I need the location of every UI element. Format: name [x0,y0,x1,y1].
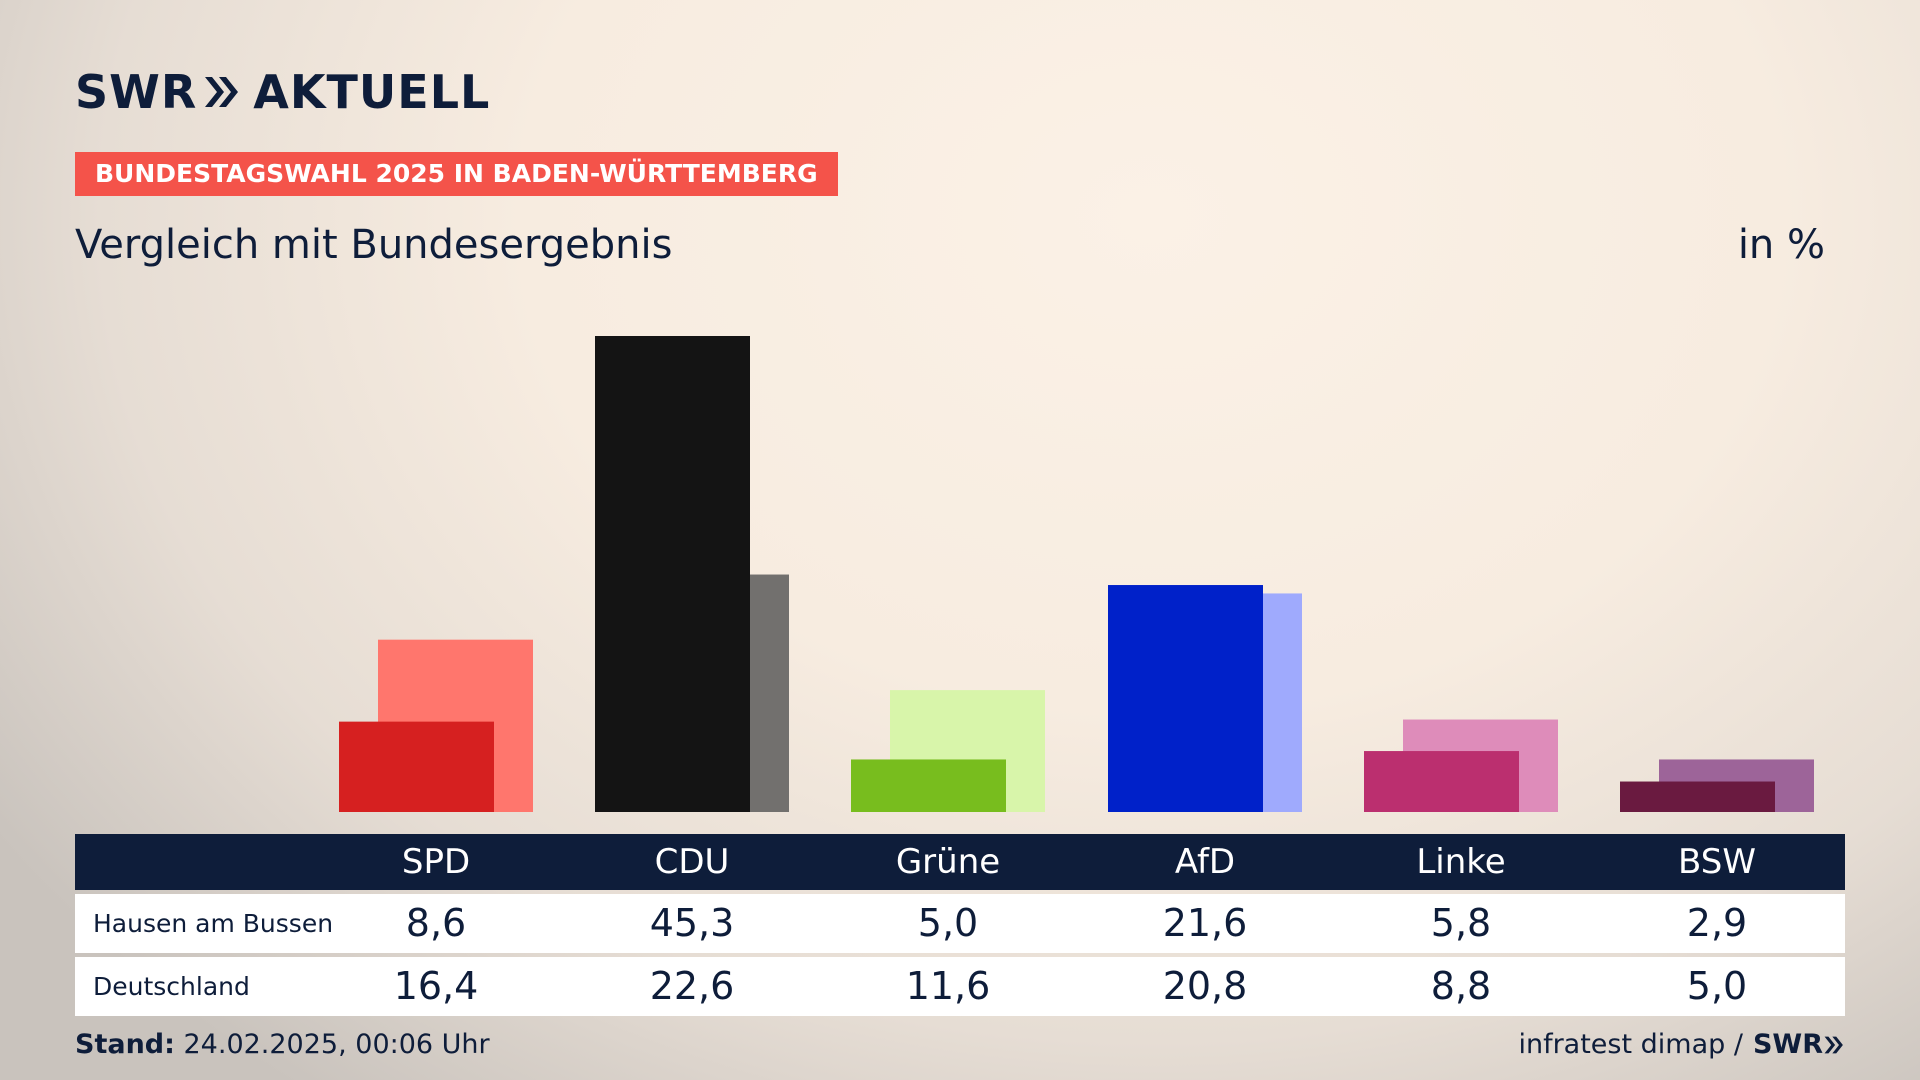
logo-aktuell: AKTUELL [253,65,491,119]
double-chevron-icon [1824,1036,1843,1053]
bar-chart [339,336,1814,812]
source-text: infratest dimap / [1518,1029,1743,1060]
election-tag: BUNDESTAGSWAHL 2025 IN BADEN-WÜRTTEMBERG [75,152,838,196]
row-label-local: Hausen am Bussen [93,909,334,938]
value-linke-germany: 8,8 [1430,964,1492,1008]
value-cdu-local: 45,3 [649,901,735,945]
timestamp: Stand: 24.02.2025, 00:06 Uhr [75,1029,490,1060]
value-afd-local: 21,6 [1162,901,1248,945]
header-linke: Linke [1416,842,1506,882]
bar-grüne-local [851,759,1006,812]
header-grüne: Grüne [895,842,1001,882]
swr-aktuell-logo: SWR AKTUELL [75,65,491,119]
value-bsw-local: 2,9 [1686,901,1748,945]
bar-spd-local [339,721,494,812]
row-label-germany: Deutschland [93,972,250,1001]
bar-linke-local [1364,751,1519,812]
logo-swr: SWR [75,65,198,119]
stand-value: 24.02.2025, 00:06 Uhr [174,1029,490,1060]
header-spd: SPD [401,842,471,882]
source-credit: infratest dimap / SWR [1518,1029,1845,1060]
value-grüne-germany: 11,6 [905,964,991,1008]
value-spd-local: 8,6 [405,901,467,945]
stand-label: Stand: [75,1029,175,1060]
header-cdu: CDU [654,842,730,882]
table-row-germany: Deutschland 16,4 22,6 11,6 20,8 8,8 5,0 [75,957,1845,1016]
table-row-local: Hausen am Bussen 8,6 45,3 5,0 21,6 5,8 2,9 [75,894,1845,953]
value-linke-local: 5,8 [1430,901,1492,945]
header-bsw: BSW [1678,842,1756,882]
unit-label: in % [1737,222,1825,268]
bar-bsw-local [1620,781,1775,812]
double-chevron-icon [205,77,239,107]
value-afd-germany: 20,8 [1162,964,1248,1008]
header-afd: AfD [1174,842,1236,882]
results-table: SPD CDU Grüne AfD Linke BSW Hausen am Bussen … [75,834,1845,1016]
bar-cdu-local [595,336,750,812]
value-grüne-local: 5,0 [917,901,979,945]
value-spd-germany: 16,4 [393,964,479,1008]
source-swr-logo: SWR [1753,1029,1845,1060]
value-bsw-germany: 5,0 [1686,964,1748,1008]
table-header: SPD CDU Grüne AfD Linke BSW [75,834,1845,890]
source-swr-text: SWR [1752,1029,1823,1060]
bar-afd-local [1108,585,1263,812]
value-cdu-germany: 22,6 [649,964,735,1008]
chart-subtitle: Vergleich mit Bundesergebnis [75,222,673,268]
